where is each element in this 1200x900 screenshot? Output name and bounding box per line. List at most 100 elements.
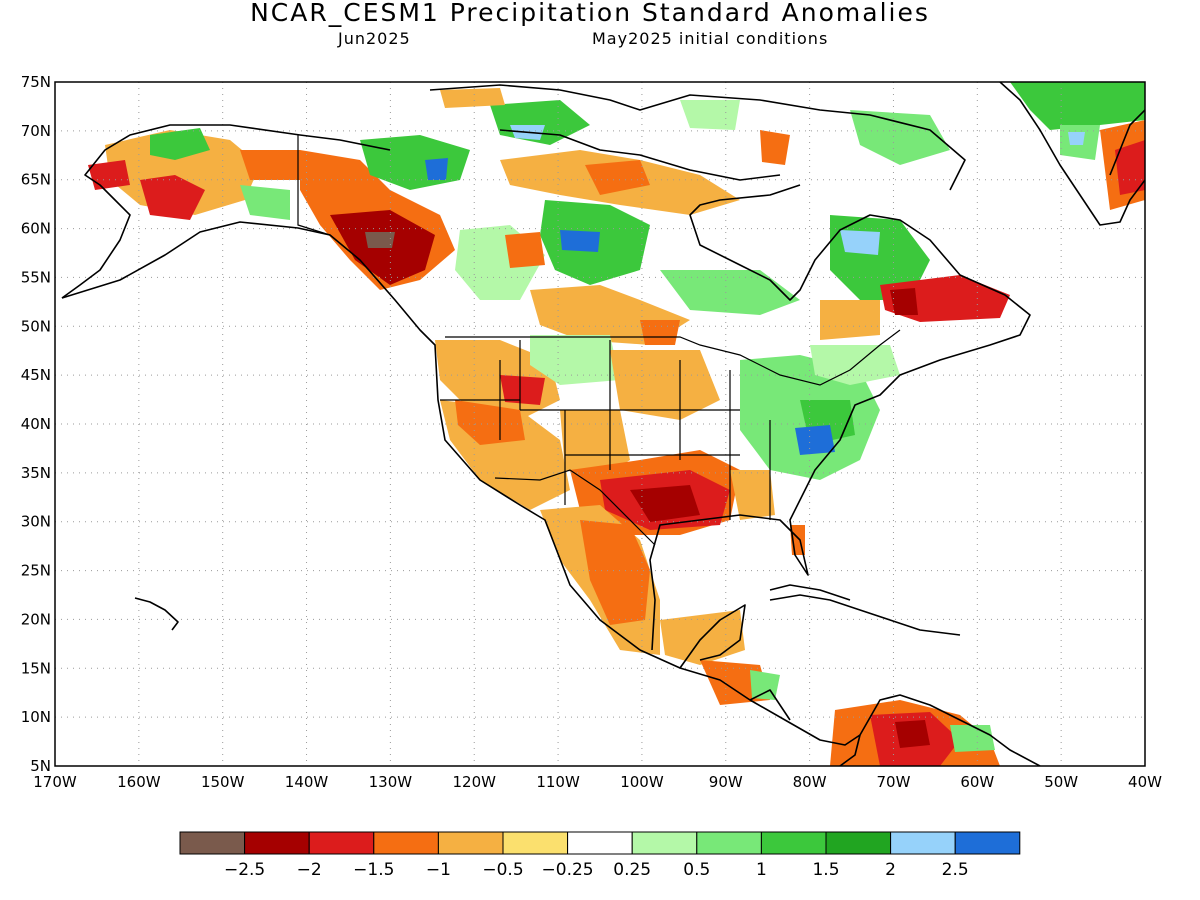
legend-swatch <box>890 831 956 855</box>
anomaly-region <box>680 100 740 130</box>
anomaly-region <box>505 232 545 268</box>
anomaly-region <box>88 160 130 190</box>
latitude-tick-label: 55N <box>21 268 51 286</box>
latitude-tick-label: 35N <box>21 464 51 482</box>
anomaly-region <box>750 670 780 700</box>
legend-swatch <box>373 831 439 855</box>
longitude-tick-label: 110W <box>536 773 580 791</box>
political-borders <box>297 135 901 546</box>
legend-swatch <box>437 831 504 855</box>
anomaly-region <box>455 400 525 445</box>
us-canada-border <box>445 329 901 386</box>
latitude-tick-label: 65N <box>21 171 51 189</box>
anomaly-region <box>630 485 700 522</box>
north-america-coastline <box>61 221 861 766</box>
legend-label: 2 <box>885 860 896 880</box>
latitude-labels: 75N 70N 65N 60N 55N 50N 45N 40N 35N 30N 25N 20N 15N 1… <box>21 73 51 775</box>
map-title: NCAR_CESM1 Precipitation Standard Anomal… <box>250 0 930 27</box>
init-conditions-label: May2025 initial conditions <box>592 29 829 48</box>
yucatan-coastline <box>679 604 746 669</box>
longitude-tick-label: 70W <box>877 773 911 791</box>
legend-label: −1 <box>426 860 451 880</box>
anomaly-region <box>560 230 600 252</box>
anomaly-region <box>150 128 210 160</box>
legend-label: 0.5 <box>683 860 710 880</box>
hawaii-islands <box>134 597 179 631</box>
anomaly-shading <box>88 82 1145 766</box>
longitude-labels: 170W 160W 150W 140W 130W 120W 110W 100W 90W 80W 70… <box>33 773 1162 791</box>
alaska-coastline <box>61 124 391 299</box>
anomaly-region <box>640 320 680 345</box>
latitude-tick-label: 10N <box>21 708 51 726</box>
anomaly-region <box>1115 140 1145 195</box>
latitude-tick-label: 40N <box>21 415 51 433</box>
target-month-label: Jun2025 <box>338 29 411 48</box>
legend-swatch <box>760 831 827 855</box>
graticule <box>55 82 1145 766</box>
legend-swatch <box>631 831 698 855</box>
longitude-tick-label: 50W <box>1044 773 1078 791</box>
legend-label: 1 <box>756 860 767 880</box>
anomaly-region <box>140 175 205 220</box>
longitude-tick-label: 140W <box>285 773 329 791</box>
anomaly-region <box>440 88 505 108</box>
legend-swatch <box>502 831 569 855</box>
anomaly-region <box>1068 132 1085 145</box>
anomaly-region <box>240 150 300 180</box>
south-america-coastline <box>859 694 1041 766</box>
coastlines <box>61 82 1145 766</box>
anomaly-region <box>105 130 260 215</box>
latitude-tick-label: 75N <box>21 73 51 91</box>
latitude-tick-label: 5N <box>30 757 51 775</box>
color-legend: −2.5 −2 −1.5 −1 −0.5 −0.25 0.25 0.5 1 1.5 2 2.5 <box>179 831 1021 880</box>
legend-label: −2.5 <box>224 860 265 880</box>
legend-swatch <box>825 831 892 855</box>
arctic-islands-coastline <box>429 84 966 191</box>
anomaly-region <box>365 232 395 248</box>
anomaly-region <box>560 410 630 480</box>
anomaly-region <box>240 185 290 220</box>
longitude-tick-label: 160W <box>117 773 161 791</box>
legend-label: −2 <box>297 860 322 880</box>
anomaly-region <box>950 725 995 752</box>
anomaly-region <box>760 130 790 165</box>
legend-swatch <box>308 831 375 855</box>
gulf-coastline <box>649 184 1031 651</box>
anomaly-region <box>730 470 775 520</box>
longitude-tick-label: 120W <box>452 773 496 791</box>
legend-label: 1.5 <box>812 860 839 880</box>
legend-swatch <box>179 831 246 855</box>
us-mexico-border <box>494 469 656 546</box>
arctic-islands-coastline <box>499 129 781 181</box>
anomaly-region <box>895 720 930 748</box>
legend-label: −1.5 <box>353 860 394 880</box>
map-frame <box>54 81 1146 767</box>
caribbean-islands <box>769 594 961 636</box>
longitude-tick-label: 90W <box>709 773 743 791</box>
anomaly-region <box>795 425 835 455</box>
alaska-canada-border <box>297 135 331 236</box>
legend-swatch <box>954 831 1021 855</box>
anomaly-region <box>610 350 720 420</box>
longitude-tick-label: 100W <box>620 773 664 791</box>
anomaly-region <box>890 288 918 315</box>
greenland-coastline <box>1109 109 1145 176</box>
latitude-tick-label: 15N <box>21 659 51 677</box>
longitude-tick-label: 130W <box>369 773 413 791</box>
anomaly-region <box>425 158 448 180</box>
longitude-tick-label: 80W <box>793 773 827 791</box>
us-state-lines <box>440 340 771 520</box>
anomaly-region <box>660 270 800 315</box>
anomaly-region <box>1010 82 1145 130</box>
legend-swatch <box>567 831 633 855</box>
legend-label: 0.25 <box>613 860 651 880</box>
anomaly-region <box>500 375 545 405</box>
central-america <box>749 689 791 721</box>
anomaly-region <box>530 335 620 385</box>
longitude-tick-label: 150W <box>201 773 245 791</box>
latitude-tick-label: 25N <box>21 562 51 580</box>
latitude-tick-label: 70N <box>21 122 51 140</box>
anomaly-region <box>820 300 880 340</box>
legend-label: −0.5 <box>482 860 523 880</box>
